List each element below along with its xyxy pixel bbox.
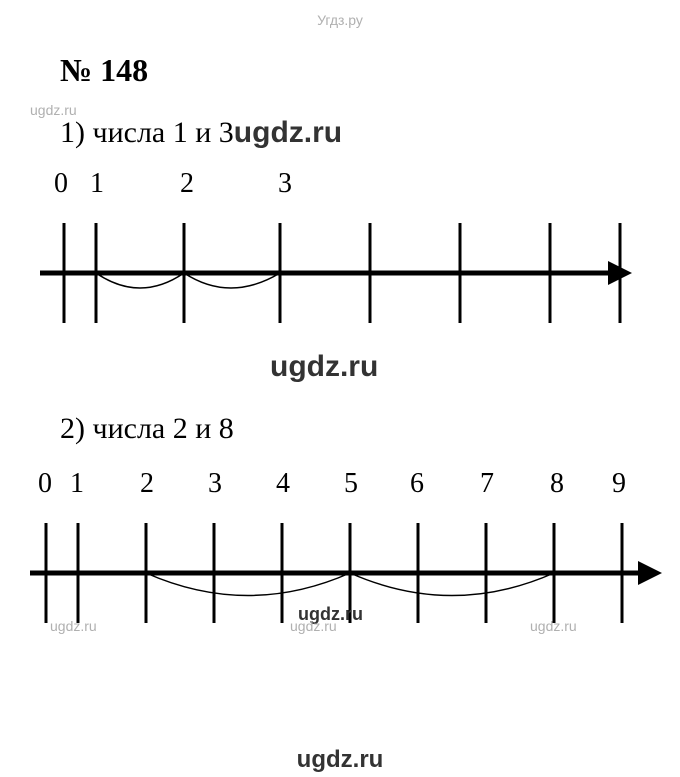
axis-label: 5: [344, 468, 358, 500]
watermark-inline-1: ugdz.ru: [234, 116, 342, 149]
axis-label: 2: [180, 168, 194, 200]
axis-label: 0: [54, 168, 68, 200]
part1-label: 1) числа 1 и 3ugdz.ru: [60, 116, 342, 150]
chart1-labels: 01 2 3: [20, 168, 650, 202]
axis-label: 2: [140, 468, 154, 500]
watermark-ugdz-row-1: ugdz.ru: [50, 618, 97, 634]
axis-label: 8: [550, 468, 564, 500]
axis-label: 3: [208, 468, 222, 500]
axis-label: 4: [276, 468, 290, 500]
watermark-ugdz-row-3: ugdz.ru: [530, 618, 577, 634]
problem-number: № 148: [60, 52, 148, 89]
axis-label: 6: [410, 468, 424, 500]
axis-label: 0: [38, 468, 52, 500]
watermark-top: Угдз.ру: [317, 12, 363, 28]
chart2-labels: 01 2 3 4 5 6 7 8 9: [10, 468, 670, 502]
part2-label: 2) числа 2 и 8: [60, 412, 234, 446]
chart1: [20, 208, 650, 338]
watermark-ugdz-row-2: ugdz.ru: [290, 618, 337, 634]
axis-label: 1: [70, 468, 84, 500]
watermark-bottom: ugdz.ru: [297, 746, 384, 774]
axis-label: 9: [612, 468, 626, 500]
axis-label: 3: [278, 168, 292, 200]
axis-label: 7: [480, 468, 494, 500]
watermark-bold-1: ugdz.ru: [270, 350, 378, 384]
axis-label: 1: [90, 168, 104, 200]
